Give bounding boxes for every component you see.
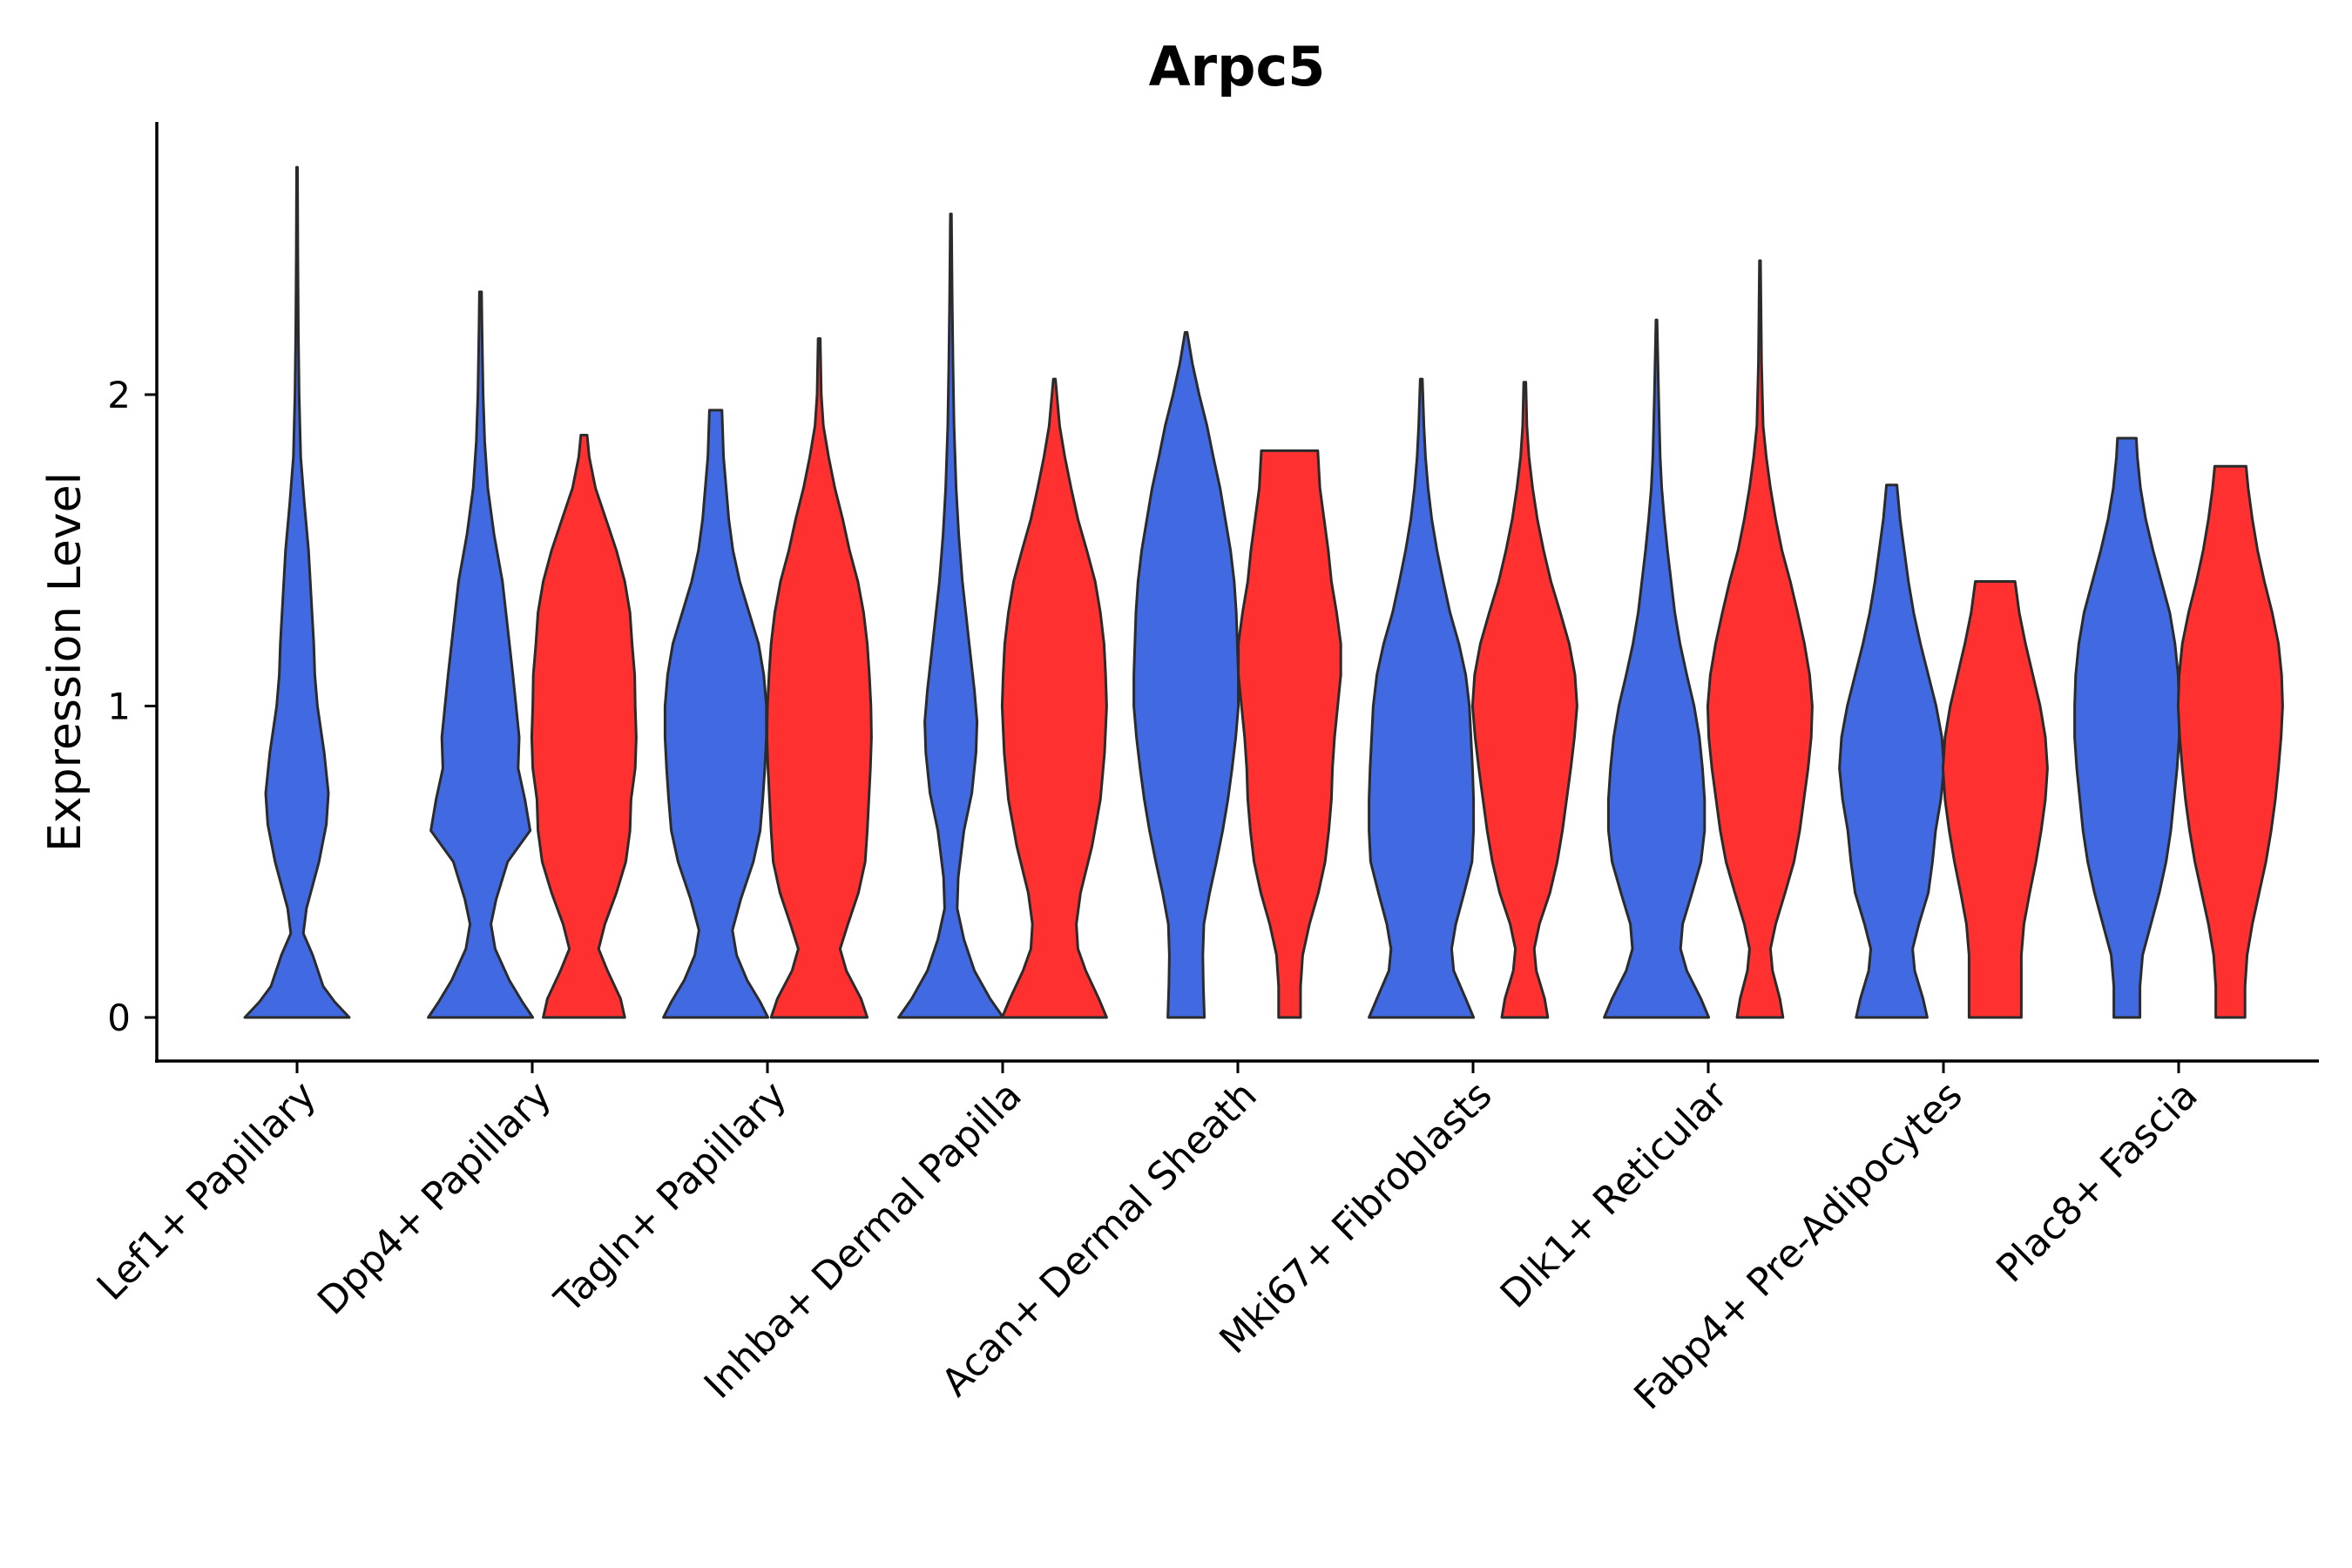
violin-dlk1-reticular-group1: [1603, 318, 1711, 1019]
violin-inhba-dermal-papilla-group1: [897, 213, 1005, 1019]
violin-fabp4-pre-adipocytes-group1: [1838, 483, 1946, 1019]
x-tick-label: Dpp4+ Papillary: [309, 1073, 560, 1324]
violin-group: [243, 166, 2284, 1019]
x-tick-label: Dlk1+ Reticular: [1492, 1072, 1737, 1317]
violin-tagln-papillary-group2: [765, 337, 873, 1019]
violin-acan-dermal-sheath-group1: [1132, 331, 1240, 1019]
violin-dpp4-papillary-group1: [427, 290, 535, 1019]
y-tick-group: 0 1 2: [107, 374, 157, 1039]
violin-dlk1-reticular-group2: [1706, 259, 1814, 1019]
violin-mki67-fibroblasts-group1: [1368, 377, 1476, 1019]
y-tick-label: 1: [107, 686, 131, 728]
violin-acan-dermal-sheath-group2: [1237, 449, 1342, 1019]
violin-dpp4-papillary-group2: [530, 434, 638, 1019]
y-tick-label: 2: [107, 374, 131, 416]
x-tick-label: Lef1+ Papillary: [89, 1073, 325, 1309]
violin-fabp4-pre-adipocytes-group2: [1941, 580, 2049, 1019]
violin-plac8-fascia-group1: [2073, 436, 2181, 1019]
violin-tagln-papillary-group1: [662, 409, 770, 1019]
violin-plac8-fascia-group2: [2176, 464, 2284, 1019]
x-tick-label: Tagln+ Papillary: [546, 1073, 795, 1322]
violin-inhba-dermal-papilla-group2: [1000, 377, 1108, 1019]
violin-mki67-fibroblasts-group2: [1470, 381, 1578, 1019]
chart-title: Arpc5: [1149, 35, 1326, 98]
y-tick-label: 0: [107, 997, 131, 1039]
violin-lef1-papillary-group1: [243, 166, 351, 1019]
x-tick-label: Plac8+ Fascia: [1988, 1073, 2207, 1292]
x-tick-label: Mki67+ Fibroblasts: [1211, 1073, 1500, 1362]
y-axis-label: Expression Level: [39, 472, 91, 852]
